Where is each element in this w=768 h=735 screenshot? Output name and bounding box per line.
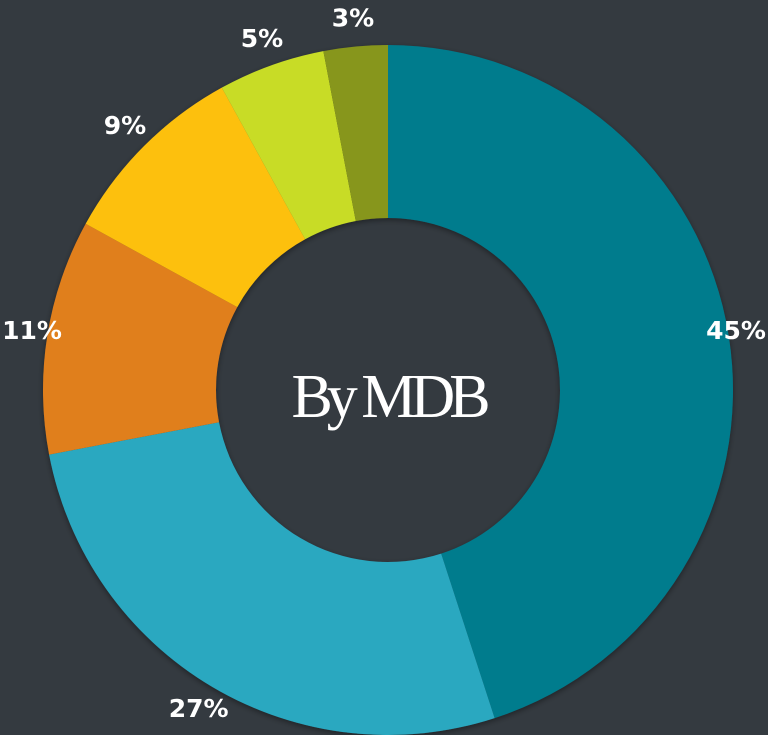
slice xyxy=(221,51,356,240)
value-label: 11% xyxy=(2,316,62,345)
value-label: 3% xyxy=(332,4,374,33)
slice xyxy=(388,45,734,719)
value-label: 45% xyxy=(706,316,766,345)
slice xyxy=(49,422,495,735)
value-label: 27% xyxy=(169,694,229,723)
slice xyxy=(43,223,238,455)
slice xyxy=(85,87,306,308)
value-label: 5% xyxy=(241,24,283,53)
slice xyxy=(323,45,388,222)
center-text: By MDB xyxy=(291,363,488,431)
donut xyxy=(43,45,734,735)
value-label: 9% xyxy=(104,111,146,140)
